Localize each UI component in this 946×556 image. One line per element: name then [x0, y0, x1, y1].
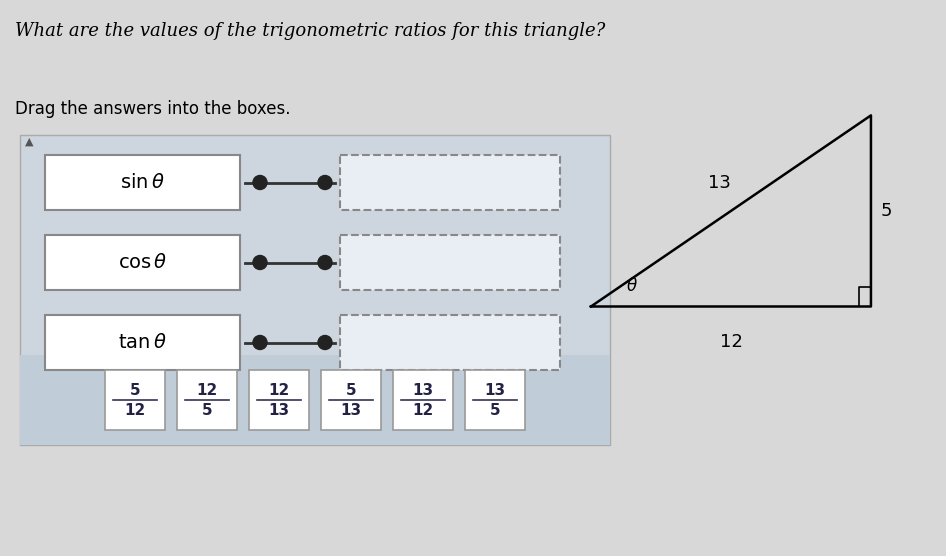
Circle shape — [253, 335, 267, 350]
Text: 5: 5 — [881, 202, 892, 220]
FancyBboxPatch shape — [393, 370, 453, 430]
Text: 5: 5 — [490, 403, 500, 418]
Text: 5: 5 — [130, 383, 140, 398]
Text: 5: 5 — [345, 383, 357, 398]
Text: 13: 13 — [412, 383, 433, 398]
Text: What are the values of the trigonometric ratios for this triangle?: What are the values of the trigonometric… — [15, 22, 605, 40]
Text: 12: 12 — [720, 333, 743, 351]
Text: 13: 13 — [708, 174, 730, 192]
FancyBboxPatch shape — [465, 370, 525, 430]
Text: 13: 13 — [269, 403, 289, 418]
Text: $\theta$: $\theta$ — [626, 277, 638, 295]
Text: 5: 5 — [201, 403, 212, 418]
Circle shape — [318, 335, 332, 350]
Text: ▲: ▲ — [25, 137, 33, 147]
FancyBboxPatch shape — [105, 370, 165, 430]
FancyBboxPatch shape — [177, 370, 237, 430]
FancyBboxPatch shape — [20, 135, 610, 445]
FancyBboxPatch shape — [45, 235, 240, 290]
FancyBboxPatch shape — [20, 355, 610, 445]
Text: 13: 13 — [484, 383, 505, 398]
Text: 12: 12 — [197, 383, 218, 398]
Circle shape — [253, 256, 267, 270]
FancyBboxPatch shape — [45, 315, 240, 370]
Text: $\mathrm{cos}\,\theta$: $\mathrm{cos}\,\theta$ — [117, 253, 167, 272]
FancyBboxPatch shape — [340, 155, 560, 210]
FancyBboxPatch shape — [249, 370, 309, 430]
Text: 12: 12 — [269, 383, 289, 398]
Text: $\mathrm{tan}\,\theta$: $\mathrm{tan}\,\theta$ — [118, 333, 166, 352]
Circle shape — [318, 256, 332, 270]
Text: $\mathrm{sin}\,\theta$: $\mathrm{sin}\,\theta$ — [120, 173, 165, 192]
Text: 12: 12 — [412, 403, 433, 418]
Circle shape — [318, 176, 332, 190]
Text: Drag the answers into the boxes.: Drag the answers into the boxes. — [15, 100, 290, 118]
FancyBboxPatch shape — [321, 370, 381, 430]
FancyBboxPatch shape — [45, 155, 240, 210]
Text: 12: 12 — [124, 403, 146, 418]
Text: 13: 13 — [341, 403, 361, 418]
Circle shape — [253, 176, 267, 190]
FancyBboxPatch shape — [340, 315, 560, 370]
FancyBboxPatch shape — [340, 235, 560, 290]
